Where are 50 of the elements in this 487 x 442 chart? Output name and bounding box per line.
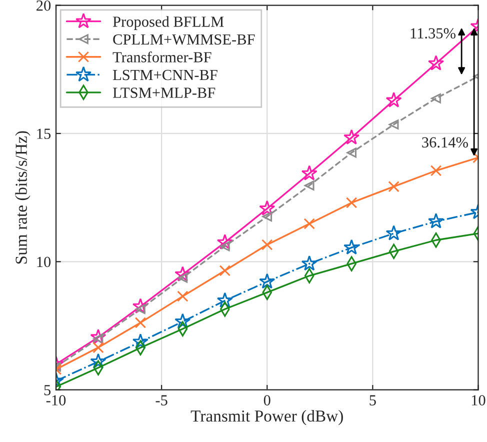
point <box>262 212 272 222</box>
point <box>386 225 402 240</box>
point <box>388 120 399 130</box>
y-axis-title: Sum rate (bits/s/Hz) <box>15 131 30 264</box>
annotation: 11.35% <box>410 28 456 39</box>
point <box>431 93 441 104</box>
point <box>259 273 276 289</box>
point <box>388 180 400 192</box>
legend-label: LTSM+MLP-BF <box>112 88 216 98</box>
point <box>216 234 233 250</box>
y-tick-label: 10 <box>37 256 51 268</box>
point <box>261 239 273 250</box>
point <box>92 342 104 354</box>
legend-label: Proposed BFLLM <box>112 16 224 30</box>
legend-label: LSTM+CNN-BF <box>112 70 218 80</box>
point <box>428 55 444 70</box>
point <box>430 165 442 176</box>
point <box>90 328 106 344</box>
point <box>174 313 191 329</box>
point <box>428 213 444 228</box>
point <box>219 265 231 276</box>
point <box>304 218 315 230</box>
x-tick-label: -5 <box>156 395 168 406</box>
point <box>344 239 360 255</box>
legend-label: CPLLM+WMMSE-BF <box>113 34 255 45</box>
x-tick-label: -10 <box>46 395 66 406</box>
point <box>174 266 191 282</box>
point <box>134 317 146 328</box>
point <box>132 334 148 349</box>
point <box>346 197 358 208</box>
point <box>344 129 360 145</box>
point <box>132 298 148 314</box>
point <box>301 255 318 271</box>
y-tick-label: 15 <box>37 128 51 139</box>
x-tick-label: 0 <box>264 395 270 406</box>
point <box>177 290 188 302</box>
point <box>216 292 233 308</box>
x-axis-title: Transmit Power (dBw) <box>190 410 343 426</box>
point <box>301 165 318 180</box>
x-tick-label: 5 <box>370 395 376 406</box>
point <box>386 92 402 108</box>
point <box>346 148 356 158</box>
y-tick-label: 5 <box>44 385 51 396</box>
point <box>90 353 106 369</box>
annotation: 36.14% <box>422 137 468 148</box>
legend-label: Transformer-BF <box>112 51 212 62</box>
x-tick-label: 10 <box>472 395 486 406</box>
point <box>259 200 276 216</box>
point <box>304 180 314 190</box>
y-tick-label: 20 <box>36 0 51 11</box>
